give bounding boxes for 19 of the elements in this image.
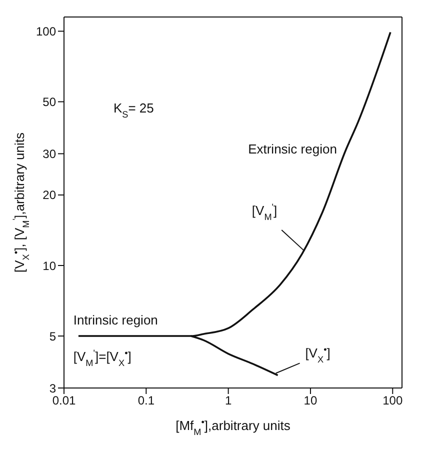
y-tick-label: 5 (49, 329, 56, 344)
x-tick-label: 0.1 (138, 394, 155, 408)
y-tick-label: 3 (49, 381, 56, 396)
annotation: K$_{S}$= 25 (113, 100, 154, 120)
y-tick-label: 100 (36, 24, 56, 38)
annotation: Intrinsic region (73, 312, 158, 328)
y-tick-label: 30 (42, 146, 56, 161)
annotation: [V$_{M}$$^{'}$]=[V$_{X}$$^{•}$] (73, 348, 132, 368)
y-tick-label: 50 (42, 95, 56, 110)
y-tick-label: 20 (42, 188, 56, 202)
x-tick-label: 0.01 (52, 394, 76, 408)
text: [V$_{X}$$^{•}$] (305, 344, 330, 364)
text: [V$_{M}$$^{'}$] (252, 202, 278, 222)
annotation: Extrinsic region (248, 142, 337, 157)
x-axis-title: [Mf$_{M}$$^{•}$],arbitrary units (176, 417, 291, 437)
x-tick-label: 1 (224, 394, 232, 408)
y-tick-label: 10 (42, 258, 56, 273)
x-tick-label: 10 (304, 394, 318, 408)
x-tick-label: 100 (382, 394, 403, 408)
